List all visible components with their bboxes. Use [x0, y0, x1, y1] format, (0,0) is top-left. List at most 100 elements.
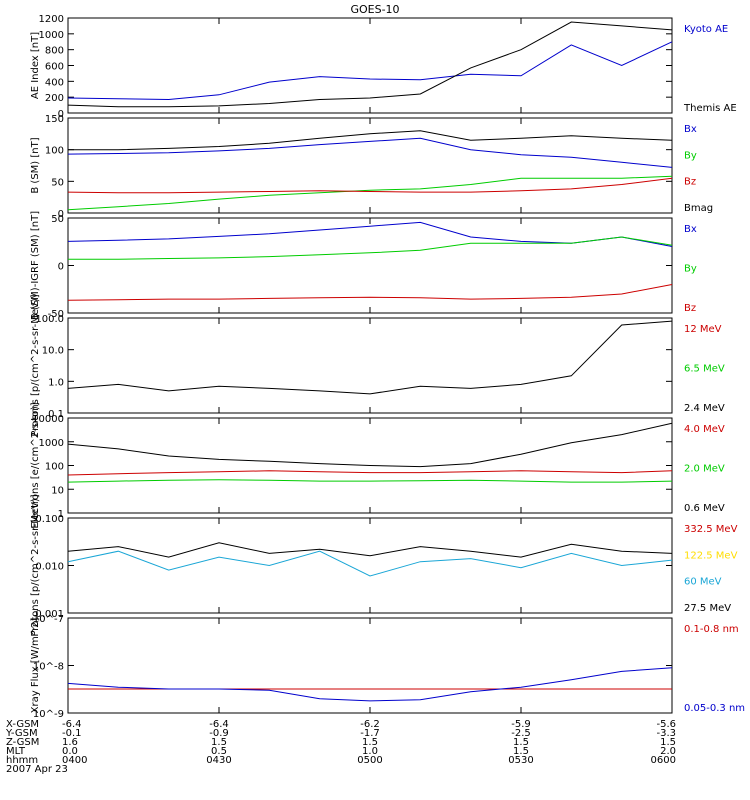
legend-entry-4-0: 4.0 MeV	[684, 424, 725, 435]
y-axis-label-2: B (SM)-IGRF (SM) [nT]	[30, 211, 41, 320]
panel-frame-0	[67, 17, 673, 114]
y-tick-label: 10	[51, 485, 64, 496]
xaxis-value: -2.5	[511, 728, 531, 739]
panel-frame-1	[67, 117, 673, 214]
xaxis-value: 1.5	[513, 737, 529, 748]
y-tick-label: 1200	[39, 14, 64, 25]
xaxis-row-label: Y-GSM	[5, 728, 38, 739]
series-line-bmag	[68, 130, 673, 151]
y-tick-label: 50	[51, 214, 64, 225]
legend-entry-3-1: 6.5 MeV	[684, 364, 725, 375]
xaxis-value: -1.7	[360, 728, 380, 739]
panel-frame-5	[67, 517, 673, 614]
y-axis-label-0: AE Index [nT]	[30, 32, 41, 99]
xaxis-value: 0600	[651, 755, 676, 766]
y-tick-label: -50	[48, 309, 64, 320]
legend-entry-4-2: 0.6 MeV	[684, 503, 725, 514]
series-line-2.0-mev	[67, 479, 673, 483]
y-tick-label: 0	[58, 109, 64, 120]
xaxis-row-label: X-GSM	[6, 719, 39, 730]
y-tick-label: 100	[45, 146, 64, 157]
y-tick-label: 100	[45, 462, 64, 473]
legend-entry-5-2: 60 MeV	[684, 577, 722, 588]
y-tick-label: 0	[58, 209, 64, 220]
xaxis-row-label: hhmm	[6, 755, 38, 766]
y-tick-label: 10^-7	[33, 614, 64, 625]
legend-entry-5-1: 122.5 MeV	[684, 550, 738, 561]
legend-entry-0-0: Kyoto AE	[684, 24, 728, 35]
y-tick-label: 0.010	[35, 562, 64, 573]
legend-entry-5-3: 27.5 MeV	[684, 603, 731, 614]
legend-entry-2-0: Bx	[684, 224, 697, 235]
xaxis-value: 0500	[357, 755, 382, 766]
series-line-0.6-mev	[67, 422, 673, 468]
xaxis-value: -5.9	[511, 719, 531, 730]
y-axis-label-4: Electrons [e/(cm^2-s-sr)]	[30, 402, 41, 528]
date-label: 2007 Apr 23	[6, 764, 68, 775]
legend-entry-6-0: 0.1-0.8 nm	[684, 624, 739, 635]
y-tick-label: 10.0	[42, 346, 64, 357]
y-tick-label: 0	[58, 262, 64, 273]
xaxis-value: 2.0	[660, 746, 676, 757]
y-axis-label-5: Protons [p/(cm^2-s-sr-MeV)]	[30, 494, 41, 636]
xaxis-value: 0430	[206, 755, 231, 766]
y-tick-label: 0.1	[48, 409, 64, 420]
xaxis-value: 1.5	[513, 746, 529, 757]
xaxis-value: 1.5	[660, 737, 676, 748]
y-tick-label: 150	[45, 114, 64, 125]
xaxis-value: -6.4	[62, 719, 82, 730]
legend-entry-3-2: 2.4 MeV	[684, 403, 725, 414]
xaxis-value: 0.5	[211, 746, 227, 757]
legend-entry-5-0: 332.5 MeV	[684, 524, 738, 535]
xaxis-value: 1.0	[362, 746, 378, 757]
y-tick-label: 10^-8	[33, 662, 64, 673]
legend-entry-1-0: Bx	[684, 124, 697, 135]
legend-entry-3-0: 12 MeV	[684, 324, 722, 335]
xaxis-value: 1.6	[62, 737, 78, 748]
xaxis-row-label: Z-GSM	[6, 737, 39, 748]
y-tick-label: 0.001	[35, 609, 64, 620]
y-tick-label: 100.0	[35, 314, 64, 325]
xaxis-value: -6.2	[360, 719, 380, 730]
y-tick-label: 1000	[39, 438, 64, 449]
xaxis-value: 0530	[508, 755, 533, 766]
legend-entry-2-1: By	[684, 264, 697, 275]
series-line-0.05-0.3-nm	[67, 667, 673, 702]
xaxis-value: 0400	[62, 755, 87, 766]
y-axis-label-6: Xray Flux [W/m^2]	[30, 618, 41, 714]
series-line-2.4-mev	[67, 320, 673, 395]
y-tick-label: 0.100	[35, 514, 64, 525]
xaxis-value: -5.6	[656, 719, 676, 730]
series-line-60-mev	[67, 550, 673, 577]
y-tick-label: 600	[45, 62, 64, 73]
series-line-4.0-mev	[67, 470, 673, 476]
xaxis-value: -6.4	[209, 719, 229, 730]
y-tick-label: 1	[58, 509, 64, 520]
series-line-bx	[67, 137, 673, 168]
xaxis-value: 1.5	[362, 737, 378, 748]
xaxis-row-label: MLT	[6, 746, 26, 757]
xaxis-value: 0.0	[62, 746, 78, 757]
y-tick-label: 50	[51, 177, 64, 188]
series-line-bz	[67, 284, 673, 301]
y-tick-label: 400	[45, 77, 64, 88]
legend-entry-0-1: Themis AE	[683, 103, 737, 114]
y-tick-label: 200	[45, 93, 64, 104]
xaxis-value: -0.1	[62, 728, 82, 739]
y-axis-label-1: B (SM) [nT]	[30, 137, 41, 193]
legend-entry-6-1: 0.05-0.3 nm	[684, 703, 745, 714]
y-tick-label: 1.0	[48, 377, 64, 388]
y-tick-label: 1000	[39, 30, 64, 41]
series-line-bx	[67, 221, 673, 247]
series-line-themis-ae	[67, 21, 673, 108]
legend-entry-4-1: 2.0 MeV	[684, 464, 725, 475]
xaxis-value: -0.9	[209, 728, 229, 739]
legend-entry-1-2: Bz	[684, 177, 696, 188]
y-tick-label: 800	[45, 46, 64, 57]
y-tick-label: 10000	[32, 414, 64, 425]
series-line-27.5-mev	[67, 542, 673, 558]
legend-entry-1-1: By	[684, 150, 697, 161]
legend-entry-1-3: Bmag	[684, 203, 713, 214]
